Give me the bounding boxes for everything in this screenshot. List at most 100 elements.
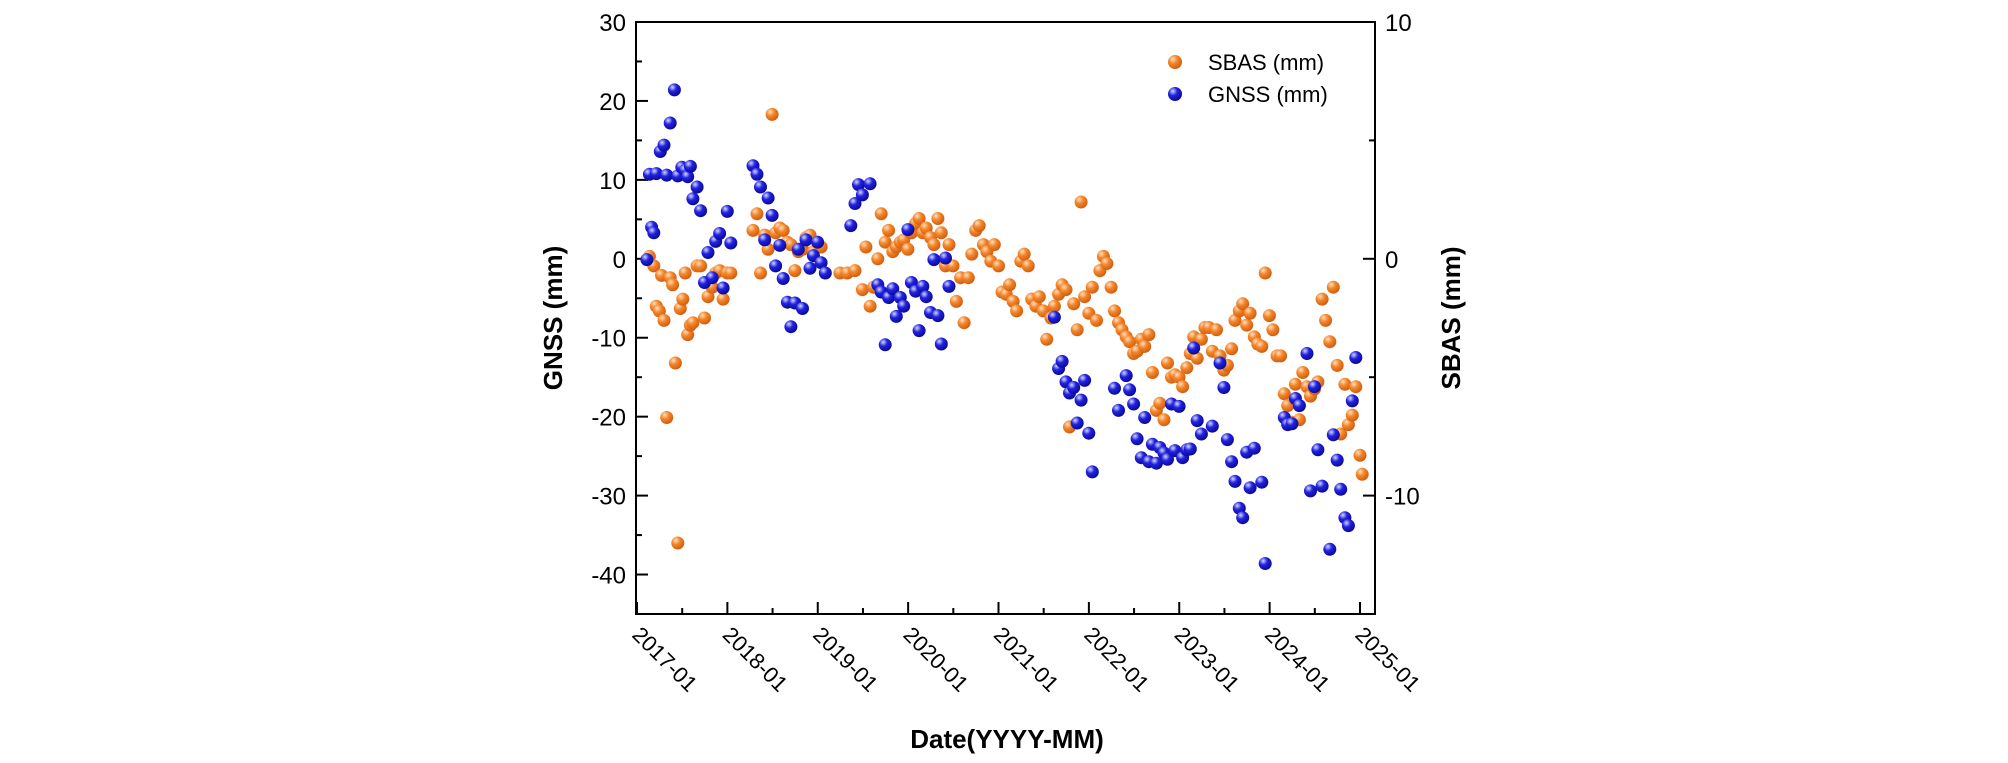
sbas-point (1266, 323, 1280, 337)
gnss-point (912, 324, 926, 338)
gnss-point (803, 261, 817, 275)
gnss-point (683, 159, 697, 173)
gnss-point (848, 197, 862, 210)
sbas-series (642, 107, 1369, 550)
sbas-point (1067, 297, 1081, 311)
y-left-tick-label: -30 (591, 484, 626, 511)
x-tick-label: 2017-01 (627, 622, 702, 697)
sbas-point (1059, 283, 1073, 297)
gnss-point (814, 256, 828, 270)
sbas-point (1145, 366, 1159, 379)
legend-label: GNSS (mm) (1208, 82, 1328, 107)
gnss-point (927, 253, 941, 267)
sbas-point (1330, 358, 1344, 372)
sbas-point (1296, 366, 1310, 379)
sbas-point (1319, 313, 1333, 327)
gnss-point (720, 204, 734, 218)
sbas-point (1017, 247, 1031, 261)
gnss-point (1108, 381, 1121, 395)
y-left-tick-label: -20 (591, 405, 626, 432)
sbas-point (1010, 304, 1024, 318)
gnss-point (657, 138, 671, 152)
gnss-point (694, 204, 708, 218)
sbas-point (1104, 280, 1118, 294)
gnss-point (1172, 399, 1186, 413)
gnss-point (889, 309, 903, 323)
gnss-point (1130, 432, 1144, 446)
sbas-point (1353, 448, 1367, 462)
sbas-point (686, 316, 700, 330)
sbas-point (746, 223, 760, 237)
sbas-point (882, 223, 896, 237)
sbas-point (754, 266, 767, 280)
gnss-point (776, 272, 790, 285)
sbas-point (1243, 306, 1257, 320)
gnss-point (878, 338, 892, 352)
sbas-point (1078, 290, 1092, 304)
sbas-point (901, 242, 915, 256)
gnss-point (667, 83, 681, 97)
sbas-point (1240, 318, 1254, 332)
gnss-point (686, 192, 700, 206)
gnss-point (1187, 341, 1201, 355)
gnss-point (811, 235, 825, 249)
sbas-point (972, 219, 986, 233)
gnss-point (1330, 453, 1344, 467)
gnss-point (1194, 427, 1208, 441)
gnss-point (1190, 414, 1204, 428)
y-left-tick-label: 30 (599, 10, 626, 37)
gnss-point (916, 279, 930, 293)
sbas-point (1277, 387, 1291, 401)
gnss-point (863, 177, 877, 191)
sbas-point (1323, 335, 1337, 349)
sbas-point (671, 536, 685, 550)
sbas-point (878, 235, 892, 249)
x-tick-label: 2020-01 (899, 622, 974, 697)
gnss-point (1225, 455, 1239, 469)
gnss-point (897, 299, 911, 313)
gnss-point (1255, 475, 1269, 489)
sbas-point (765, 107, 779, 121)
sbas-point (848, 264, 862, 278)
y-left-tick-label: -40 (591, 563, 626, 590)
sbas-point (1153, 396, 1167, 410)
sbas-point (1100, 257, 1114, 270)
sbas-point (1032, 290, 1046, 304)
sbas-point (871, 252, 885, 266)
sbas-point (1074, 195, 1088, 209)
gnss-point (1308, 380, 1321, 394)
sbas-point (1288, 377, 1302, 391)
sbas-point (1255, 339, 1269, 353)
sbas-point (1236, 297, 1250, 311)
gnss-point (1183, 442, 1197, 456)
gnss-point (1149, 456, 1163, 470)
sbas-point (859, 240, 873, 254)
y-right-tick-label: 10 (1385, 10, 1412, 37)
gnss-point (1243, 481, 1257, 495)
sbas-point (657, 313, 671, 327)
sbas-point (1180, 361, 1194, 375)
gnss-point (791, 242, 805, 256)
gnss-point (1205, 419, 1219, 433)
sbas-point (1262, 309, 1276, 323)
sbas-point (1142, 328, 1156, 342)
sbas-point (1338, 377, 1352, 391)
gnss-point (713, 227, 727, 240)
gnss-point (844, 219, 858, 233)
gnss-point (1304, 484, 1317, 498)
gnss-point (663, 116, 677, 130)
gnss-point (1213, 356, 1227, 370)
sbas-point (698, 311, 711, 325)
gnss-point (901, 223, 915, 237)
gnss-point (934, 337, 948, 351)
gnss-point (640, 253, 654, 267)
sbas-point (1190, 351, 1204, 365)
sbas-point (666, 278, 680, 292)
sbas-point (957, 316, 971, 330)
gnss-point (754, 180, 767, 194)
gnss-point (796, 302, 809, 315)
gnss-point (1074, 393, 1088, 407)
gnss-point (1220, 433, 1234, 447)
sbas-point (678, 266, 692, 280)
x-tick-label: 2018-01 (718, 622, 793, 697)
